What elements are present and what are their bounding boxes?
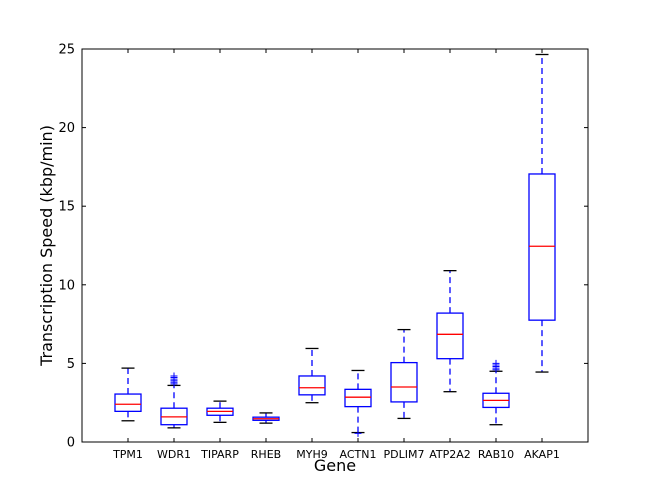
outlier-actn1-0 bbox=[354, 429, 362, 437]
y-axis-label: Transcription Speed (kbp/min) bbox=[37, 125, 56, 367]
x-tick-label-tpm1: TPM1 bbox=[112, 448, 143, 461]
x-tick-label-rab10: RAB10 bbox=[478, 448, 514, 461]
box-pdlim7 bbox=[390, 361, 418, 403]
x-axis-label: Gene bbox=[314, 456, 356, 475]
x-tick-label-pdlim7: PDLIM7 bbox=[384, 448, 425, 461]
y-tick-label-20: 20 bbox=[58, 121, 75, 136]
y-tick-label-15: 15 bbox=[58, 200, 75, 215]
box-group-actn1 bbox=[344, 369, 372, 437]
box-actn1 bbox=[344, 388, 372, 408]
y-tick-label-5: 5 bbox=[67, 357, 75, 372]
box-group-tiparp bbox=[206, 400, 234, 424]
x-tick-label-myh9: MYH9 bbox=[296, 448, 327, 461]
box-group-myh9 bbox=[298, 347, 326, 404]
box-group-atp2a2 bbox=[436, 270, 464, 393]
plot-area-frame bbox=[81, 48, 589, 443]
y-tick-label-10: 10 bbox=[58, 278, 75, 293]
x-tick-label-tiparp: TIPARP bbox=[200, 448, 239, 461]
box-group-rab10 bbox=[482, 359, 510, 426]
axes-group: TPM1 WDR1 TIPARP RHEB MYH9 ACTN1 PDLIM7 ATP2A2 R… bbox=[58, 43, 588, 461]
x-tick-label-wdr1: WDR1 bbox=[157, 448, 191, 461]
outlier-rab10-4 bbox=[492, 359, 500, 367]
box-myh9 bbox=[298, 375, 326, 396]
y-tick-label-0: 0 bbox=[67, 436, 75, 451]
box-atp2a2 bbox=[436, 312, 464, 360]
box-akap1 bbox=[528, 173, 556, 321]
box-tpm1 bbox=[114, 393, 142, 412]
box-group-pdlim7 bbox=[390, 328, 418, 420]
x-tick-label-rheb: RHEB bbox=[251, 448, 281, 461]
y-tick-label-25: 25 bbox=[58, 43, 75, 58]
box-group-tpm1 bbox=[114, 367, 142, 422]
x-tick-label-atp2a2: ATP2A2 bbox=[429, 448, 471, 461]
box-group-rheb bbox=[252, 412, 280, 424]
outlier-wdr1-5 bbox=[170, 372, 178, 380]
box-group-wdr1 bbox=[160, 372, 188, 429]
x-tick-label-akap1: AKAP1 bbox=[524, 448, 560, 461]
box-group-akap1 bbox=[528, 53, 556, 373]
box-plot-marks bbox=[114, 53, 556, 437]
x-tick-label-actn1: ACTN1 bbox=[340, 448, 377, 461]
